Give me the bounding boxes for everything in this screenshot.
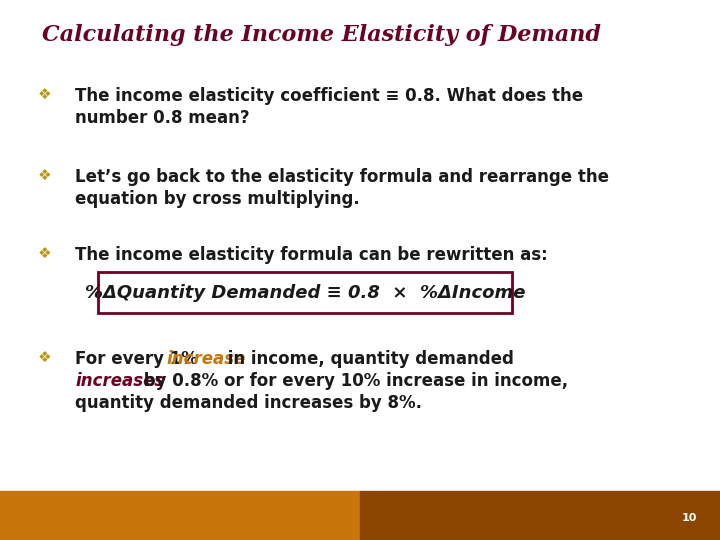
Text: The income elasticity coefficient ≡ 0.8. What does the: The income elasticity coefficient ≡ 0.8.… bbox=[75, 87, 583, 105]
Text: ❖: ❖ bbox=[38, 168, 52, 183]
Text: increases: increases bbox=[75, 372, 164, 390]
Text: 10: 10 bbox=[682, 513, 697, 523]
Text: in income, quantity demanded: in income, quantity demanded bbox=[222, 350, 514, 368]
Text: ❖: ❖ bbox=[38, 246, 52, 261]
Text: number 0.8 mean?: number 0.8 mean? bbox=[75, 109, 250, 127]
Text: ❖: ❖ bbox=[38, 87, 52, 102]
Text: %ΔQuantity Demanded ≡ 0.8  ×  %ΔIncome: %ΔQuantity Demanded ≡ 0.8 × %ΔIncome bbox=[85, 284, 526, 302]
Bar bbox=[360, 491, 720, 540]
Text: For every 1%: For every 1% bbox=[75, 350, 204, 368]
Text: The income elasticity formula can be rewritten as:: The income elasticity formula can be rew… bbox=[75, 246, 548, 264]
FancyBboxPatch shape bbox=[98, 272, 512, 313]
Text: by 0.8% or for every 10% increase in income,: by 0.8% or for every 10% increase in inc… bbox=[138, 372, 568, 390]
Text: quantity demanded increases by 8%.: quantity demanded increases by 8%. bbox=[75, 394, 422, 413]
Text: equation by cross multiplying.: equation by cross multiplying. bbox=[75, 190, 360, 208]
Text: Calculating the Income Elasticity of Demand: Calculating the Income Elasticity of Dem… bbox=[42, 24, 601, 46]
Text: ❖: ❖ bbox=[38, 350, 52, 365]
Text: increase: increase bbox=[166, 350, 246, 368]
Bar bbox=[0, 491, 360, 540]
Text: Let’s go back to the elasticity formula and rearrange the: Let’s go back to the elasticity formula … bbox=[75, 168, 609, 186]
